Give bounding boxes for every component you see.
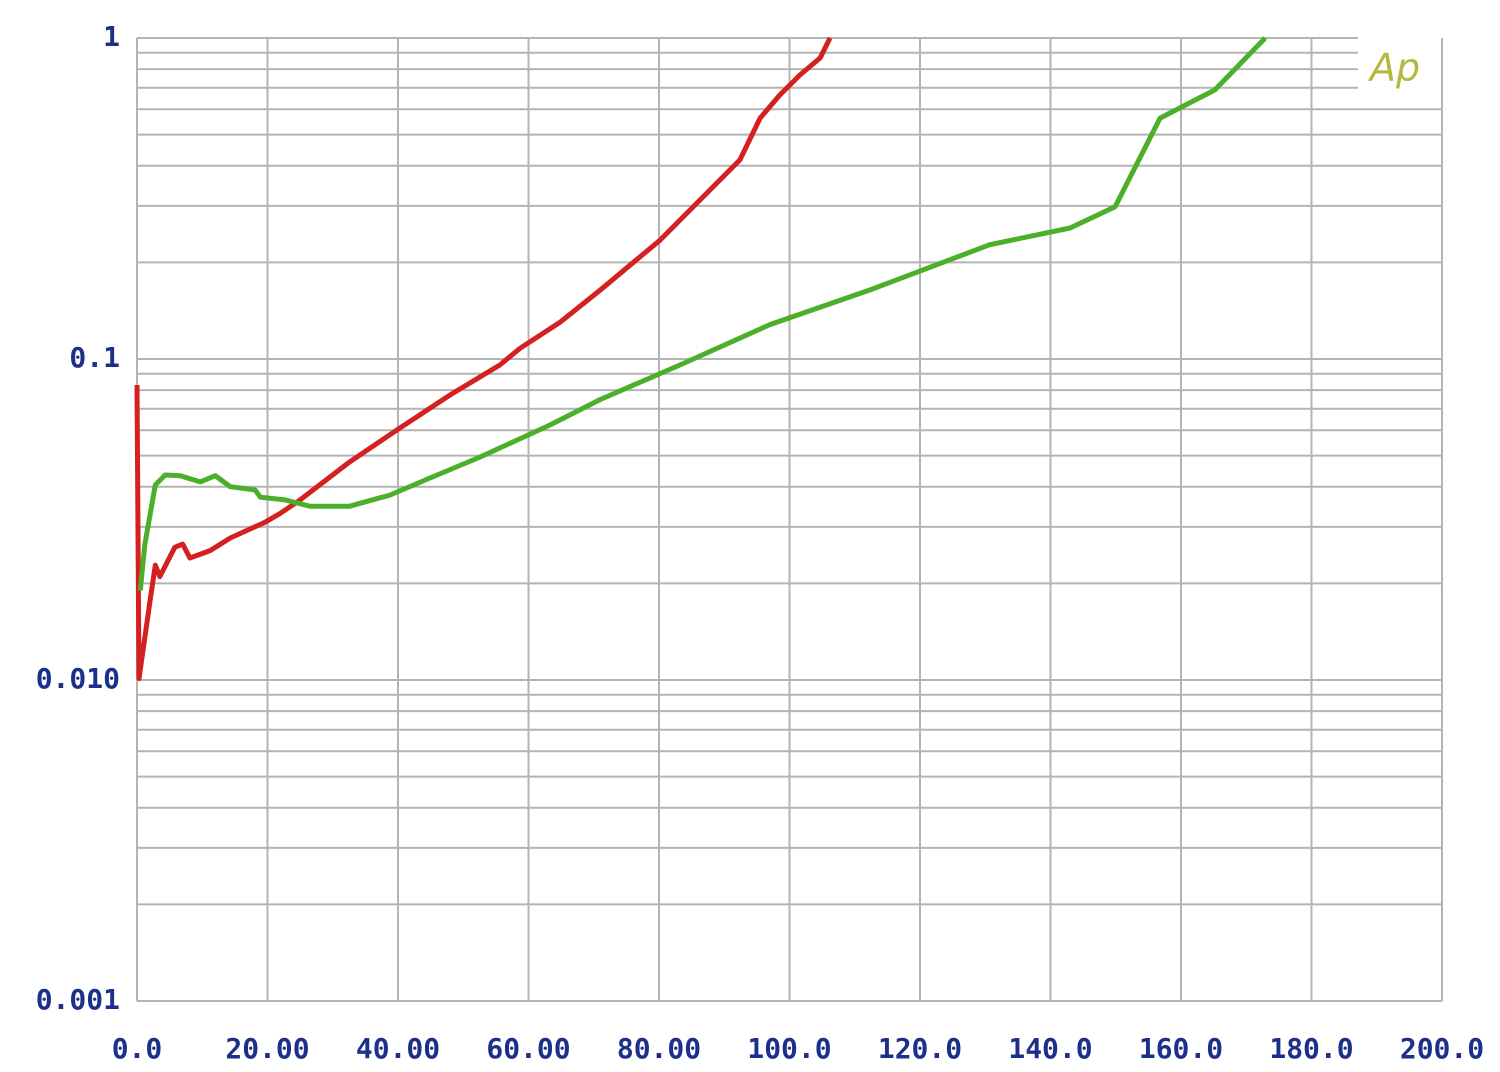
y-tick-label: 1 [103, 20, 120, 53]
x-tick-label: 140.0 [1008, 1032, 1092, 1065]
line-series [137, 36, 1267, 591]
y-tick-label: 0.010 [36, 662, 120, 695]
x-tick-label: 20.00 [225, 1032, 309, 1065]
x-tick-label: 160.0 [1139, 1032, 1223, 1065]
x-tick-label: 200.0 [1400, 1032, 1484, 1065]
line-series [134, 36, 833, 682]
y-tick-label: 0.1 [69, 341, 120, 374]
logo: Ap [1367, 46, 1420, 90]
x-tick-label: 60.00 [486, 1032, 570, 1065]
y-tick-label: 0.001 [36, 983, 120, 1016]
x-tick-label: 180.0 [1269, 1032, 1353, 1065]
x-tick-label: 40.00 [356, 1032, 440, 1065]
x-tick-label: 120.0 [878, 1032, 962, 1065]
x-tick-label: 100.0 [747, 1032, 831, 1065]
x-tick-label: 80.00 [617, 1032, 701, 1065]
x-tick-label: 0.0 [112, 1032, 163, 1065]
